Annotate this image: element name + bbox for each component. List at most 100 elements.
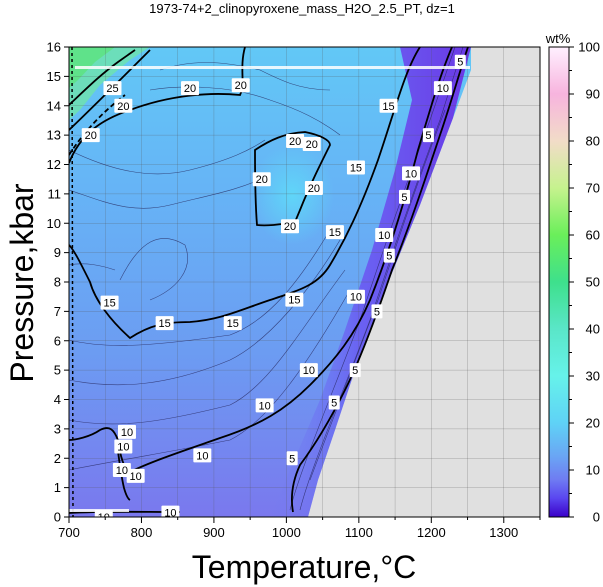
contour-label: 5 <box>371 304 383 319</box>
contour-label-box <box>155 316 174 331</box>
contour-label: 10 <box>375 228 394 242</box>
contour-label: 15 <box>325 225 344 240</box>
contour-label-box <box>454 54 466 69</box>
contour-label: 15 <box>379 98 398 113</box>
contour-label-text: 15 <box>288 295 300 307</box>
contour-label: 5 <box>398 189 410 204</box>
contour-label-box <box>193 448 212 463</box>
contour-label-text: 20 <box>184 83 196 95</box>
colorbar-tick-label: 0 <box>593 510 600 525</box>
y-tick-label: 1 <box>54 480 61 495</box>
contour-label-text: 10 <box>164 508 176 520</box>
contour-label-text: 10 <box>116 465 128 477</box>
high-value-core <box>69 47 115 88</box>
y-tick-label: 11 <box>48 186 62 201</box>
contour-label-box <box>231 78 250 93</box>
contour-label-box <box>100 295 119 310</box>
contour-label: 20 <box>304 181 323 195</box>
contour-label: 10 <box>346 289 365 304</box>
left-dashed-boundary <box>71 47 74 517</box>
y-tick-label: 9 <box>54 245 61 260</box>
colorbar-tick-label: 100 <box>578 40 600 55</box>
contour-label-text: 15 <box>227 318 239 330</box>
y-tick-label: 10 <box>47 216 61 231</box>
contour-label-text: 20 <box>308 183 320 195</box>
contour-label: 10 <box>114 439 133 454</box>
contour-label-box <box>103 81 122 96</box>
contour-label: 20 <box>231 78 250 93</box>
y-tick-label: 6 <box>54 333 61 348</box>
y-tick-label: 3 <box>54 421 61 436</box>
contour-label: 15 <box>223 316 242 331</box>
contour-label-box <box>286 134 305 148</box>
contour-label-box <box>346 289 365 304</box>
x-tick-label: 1200 <box>417 525 446 540</box>
colorbar <box>548 46 570 518</box>
y-tick-label: 0 <box>54 510 61 525</box>
contour-label-box <box>371 304 383 319</box>
contour-label-box <box>379 98 398 113</box>
contour-label-text: 10 <box>378 230 390 242</box>
contour-label: 20 <box>81 128 100 143</box>
contour-label-box <box>126 468 145 483</box>
x-tick-label: 900 <box>203 525 225 540</box>
colorbar-label: wt% <box>545 31 571 46</box>
contour-label-box <box>117 424 136 439</box>
contour-label-box <box>252 172 271 187</box>
x-axis-label: Temperature,°C <box>192 549 416 585</box>
colorbar-tick-label: 80 <box>586 134 600 149</box>
contour-label-text: 10 <box>303 365 315 377</box>
contour-label-box <box>255 398 274 413</box>
chart-title: 1973-74+2_clinopyroxene_mass_H2O_2.5_PT,… <box>149 1 455 16</box>
contour-label-box <box>223 316 242 331</box>
contour-label-text: 10 <box>121 427 133 439</box>
contour-label: 10 <box>94 510 113 517</box>
contour-label-box <box>285 292 304 307</box>
contour-label-box <box>112 463 131 477</box>
x-axis: 700 800 900 1000 1100 1200 1300 <box>58 517 541 540</box>
contour-label-text: 20 <box>85 130 97 142</box>
contour-label: 20 <box>302 136 321 151</box>
contour-label: 10 <box>299 363 318 378</box>
colorbar-tick-label: 60 <box>586 228 600 243</box>
contour-label-text: 20 <box>289 136 301 148</box>
contour-label-box <box>398 189 410 204</box>
y-tick-label: 14 <box>47 98 61 113</box>
contour-label: 10 <box>161 505 180 520</box>
contour-label-box <box>325 225 344 240</box>
colorbar-tick-label: 10 <box>586 463 600 478</box>
contour-label: 5 <box>286 451 298 466</box>
contour-label: 15 <box>100 295 119 310</box>
contour-label-box <box>304 181 323 195</box>
contour-label-text: 20 <box>117 101 129 113</box>
contour-label: 10 <box>402 166 421 181</box>
contour-label: 20 <box>286 134 305 148</box>
contour-label: 10 <box>112 463 131 477</box>
contour-label-text: 5 <box>352 365 358 377</box>
contour-label-box <box>383 248 395 263</box>
contour-label: 20 <box>252 172 271 187</box>
contour-25a <box>69 49 136 106</box>
contour-label-box <box>433 81 452 96</box>
y-tick-label: 13 <box>47 128 61 143</box>
y-tick-label: 4 <box>54 392 61 407</box>
contour-label-box <box>302 136 321 151</box>
y-tick-label: 7 <box>54 304 61 319</box>
contour-label-text: 5 <box>425 130 431 142</box>
contour-label: 5 <box>349 363 361 378</box>
contour-label: 10 <box>433 81 452 96</box>
contour-label: 5 <box>383 248 395 263</box>
y-tick-label: 8 <box>54 275 61 290</box>
contour-label-text: 10 <box>350 292 362 304</box>
contour-label: 5 <box>454 54 466 69</box>
contour-label: 10 <box>117 424 136 439</box>
contour-label-text: 10 <box>259 400 271 412</box>
contour-label-box <box>286 451 298 466</box>
white-streak <box>75 66 470 69</box>
contour-label: 15 <box>285 292 304 307</box>
contour-label: 15 <box>346 160 365 175</box>
